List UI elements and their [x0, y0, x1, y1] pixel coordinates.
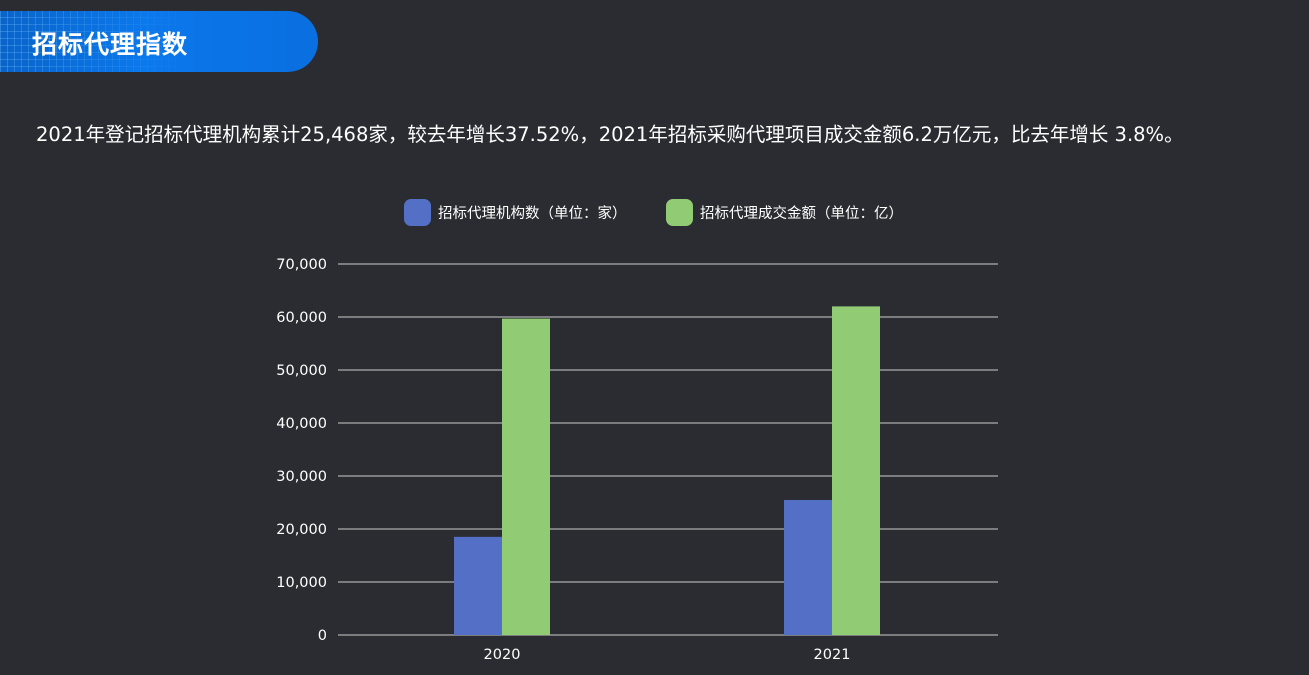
x-tick-label: 2020	[484, 647, 521, 663]
y-tick-label: 20,000	[276, 522, 327, 538]
legend-label: 招标代理成交金额（单位：亿）	[700, 204, 903, 222]
summary-text: 2021年登记招标代理机构累计25,468家，较去年增长37.52%，2021年…	[36, 123, 1184, 146]
y-axis-ticks: 0 10,000 20,000 30,000 40,000 50,000 60,000 70,…	[276, 257, 327, 644]
banner-pattern	[0, 11, 195, 72]
chart-grid	[338, 263, 998, 636]
x-axis-ticks: 2020 2021	[484, 647, 851, 663]
legend-swatch	[404, 199, 431, 226]
legend-label: 招标代理机构数（单位：家）	[438, 205, 627, 222]
bar-agencies-2021[interactable]	[784, 500, 832, 635]
bar-amount-2021[interactable]	[832, 306, 880, 635]
legend-item-amount[interactable]: 招标代理成交金额（单位：亿）	[666, 199, 903, 226]
y-tick-label: 60,000	[276, 310, 327, 326]
bar-agencies-2020[interactable]	[454, 536, 502, 635]
y-tick-label: 40,000	[276, 416, 327, 432]
y-tick-label: 0	[318, 628, 327, 644]
legend-item-agencies[interactable]: 招标代理机构数（单位：家）	[404, 199, 627, 226]
y-tick-label: 70,000	[276, 257, 327, 273]
y-tick-label: 50,000	[276, 363, 327, 379]
chart-legend: 招标代理机构数（单位：家） 招标代理成交金额（单位：亿）	[404, 199, 903, 226]
x-tick-label: 2021	[814, 647, 851, 663]
y-tick-label: 10,000	[276, 575, 327, 591]
chart-bars	[454, 306, 880, 635]
bar-amount-2020[interactable]	[502, 318, 550, 635]
y-tick-label: 30,000	[276, 469, 327, 485]
page-title: 招标代理指数	[32, 30, 189, 59]
title-banner: 招标代理指数	[0, 11, 318, 72]
legend-swatch	[666, 199, 693, 226]
